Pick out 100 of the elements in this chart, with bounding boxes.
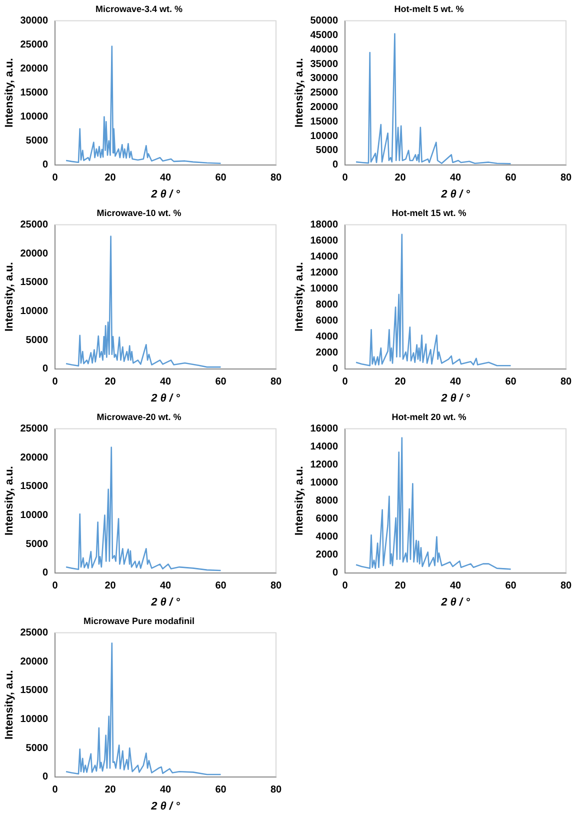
- x-tick-label: 80: [270, 784, 282, 796]
- y-tick-label: 0: [42, 160, 48, 171]
- y-tick-label: 16000: [310, 424, 338, 435]
- x-tick-label: 0: [52, 376, 58, 388]
- chart-title: Microwave-10 wt. %: [96, 208, 182, 218]
- y-tick-label: 6000: [316, 514, 338, 525]
- x-tick-label: 40: [450, 376, 462, 388]
- x-axis-title: 2 θ / °: [150, 596, 181, 608]
- y-tick-label: 8000: [316, 496, 338, 507]
- x-tick-label: 80: [270, 580, 282, 592]
- x-tick-label: 60: [505, 172, 517, 184]
- y-tick-label: 4000: [316, 532, 338, 543]
- x-tick-label: 40: [450, 580, 462, 592]
- y-tick-label: 0: [332, 364, 338, 375]
- y-tick-label: 15000: [310, 116, 338, 128]
- x-tick-label: 0: [52, 580, 58, 592]
- x-tick-label: 40: [160, 784, 172, 796]
- x-tick-label: 0: [52, 784, 58, 796]
- y-axis-title: Intensity, a.u.: [4, 670, 16, 740]
- y-tick-label: 10000: [20, 306, 48, 317]
- y-tick-label: 10000: [20, 714, 48, 725]
- x-tick-label: 0: [342, 580, 348, 592]
- x-tick-label: 60: [505, 580, 517, 592]
- x-tick-label: 40: [160, 580, 172, 592]
- x-tick-label: 60: [215, 172, 227, 184]
- y-tick-label: 18000: [310, 220, 338, 231]
- y-tick-label: 45000: [310, 30, 338, 41]
- y-tick-label: 5000: [26, 538, 48, 550]
- x-tick-label: 40: [160, 172, 172, 184]
- y-tick-label: 10000: [310, 284, 338, 295]
- y-tick-label: 8000: [316, 300, 338, 311]
- x-tick-label: 60: [505, 376, 517, 388]
- x-axis-title: 2 θ / °: [440, 392, 471, 404]
- y-tick-label: 5000: [316, 145, 338, 156]
- y-tick-label: 15000: [20, 277, 48, 288]
- y-tick-label: 10000: [20, 112, 48, 123]
- x-tick-label: 60: [215, 580, 227, 592]
- y-tick-label: 2000: [316, 348, 338, 359]
- y-tick-label: 5000: [26, 334, 48, 346]
- y-tick-label: 5000: [26, 742, 48, 754]
- chart-title: Microwave Pure modafinil: [83, 616, 195, 626]
- y-tick-label: 25000: [310, 88, 338, 99]
- x-tick-label: 20: [394, 376, 406, 388]
- x-tick-label: 20: [104, 580, 116, 592]
- y-tick-label: 16000: [310, 236, 338, 247]
- x-tick-label: 20: [104, 172, 116, 184]
- chart-title: Microwave-20 wt. %: [96, 412, 182, 422]
- y-tick-label: 20000: [20, 248, 48, 260]
- y-tick-label: 30000: [20, 16, 48, 27]
- y-tick-label: 10000: [20, 510, 48, 521]
- x-tick-label: 60: [215, 376, 227, 388]
- y-tick-label: 10000: [310, 478, 338, 489]
- y-tick-label: 6000: [316, 316, 338, 327]
- y-tick-label: 35000: [310, 58, 338, 70]
- y-axis-title: Intensity, a.u.: [294, 466, 306, 536]
- y-tick-label: 2000: [316, 550, 338, 561]
- y-tick-label: 40000: [310, 44, 338, 56]
- x-axis-title: 2 θ / °: [440, 188, 471, 200]
- x-axis-title: 2 θ / °: [150, 392, 181, 404]
- x-tick-label: 80: [560, 172, 572, 184]
- y-tick-label: 15000: [20, 88, 48, 99]
- x-tick-label: 20: [394, 580, 406, 592]
- x-axis-title: 2 θ / °: [440, 596, 471, 608]
- y-axis-title: Intensity, a.u.: [294, 262, 306, 332]
- y-tick-label: 5000: [26, 136, 48, 147]
- y-axis-title: Intensity, a.u.: [4, 466, 16, 536]
- chart-title: Hot-melt 5 wt. %: [394, 4, 464, 14]
- y-tick-label: 14000: [310, 252, 338, 263]
- y-tick-label: 20000: [20, 656, 48, 668]
- x-tick-label: 60: [215, 784, 227, 796]
- y-tick-label: 30000: [310, 73, 338, 84]
- y-axis-title: Intensity, a.u.: [4, 262, 16, 332]
- y-tick-label: 0: [332, 568, 338, 579]
- x-tick-label: 80: [270, 376, 282, 388]
- chart-title: Microwave-3.4 wt. %: [95, 4, 183, 14]
- x-tick-label: 80: [270, 172, 282, 184]
- x-tick-label: 20: [104, 784, 116, 796]
- y-tick-label: 0: [42, 772, 48, 783]
- x-tick-label: 40: [450, 172, 462, 184]
- y-axis-title: Intensity, a.u.: [4, 58, 16, 128]
- x-tick-label: 80: [560, 580, 572, 592]
- y-tick-label: 10000: [310, 130, 338, 142]
- x-tick-label: 0: [342, 172, 348, 184]
- y-tick-label: 20000: [310, 102, 338, 113]
- y-tick-label: 25000: [20, 40, 48, 51]
- x-tick-label: 20: [394, 172, 406, 184]
- chart-title: Hot-melt 15 wt. %: [392, 208, 466, 218]
- x-tick-label: 80: [560, 376, 572, 388]
- y-tick-label: 4000: [316, 332, 338, 343]
- y-tick-label: 25000: [20, 424, 48, 435]
- y-tick-label: 20000: [20, 64, 48, 75]
- y-tick-label: 12000: [310, 460, 338, 471]
- x-tick-label: 40: [160, 376, 172, 388]
- y-tick-label: 14000: [310, 442, 338, 453]
- y-axis-title: Intensity, a.u.: [294, 58, 306, 128]
- y-tick-label: 20000: [20, 452, 48, 464]
- x-tick-label: 0: [52, 172, 58, 184]
- x-axis-title: 2 θ / °: [150, 800, 181, 812]
- y-tick-label: 25000: [20, 220, 48, 231]
- x-tick-label: 0: [342, 376, 348, 388]
